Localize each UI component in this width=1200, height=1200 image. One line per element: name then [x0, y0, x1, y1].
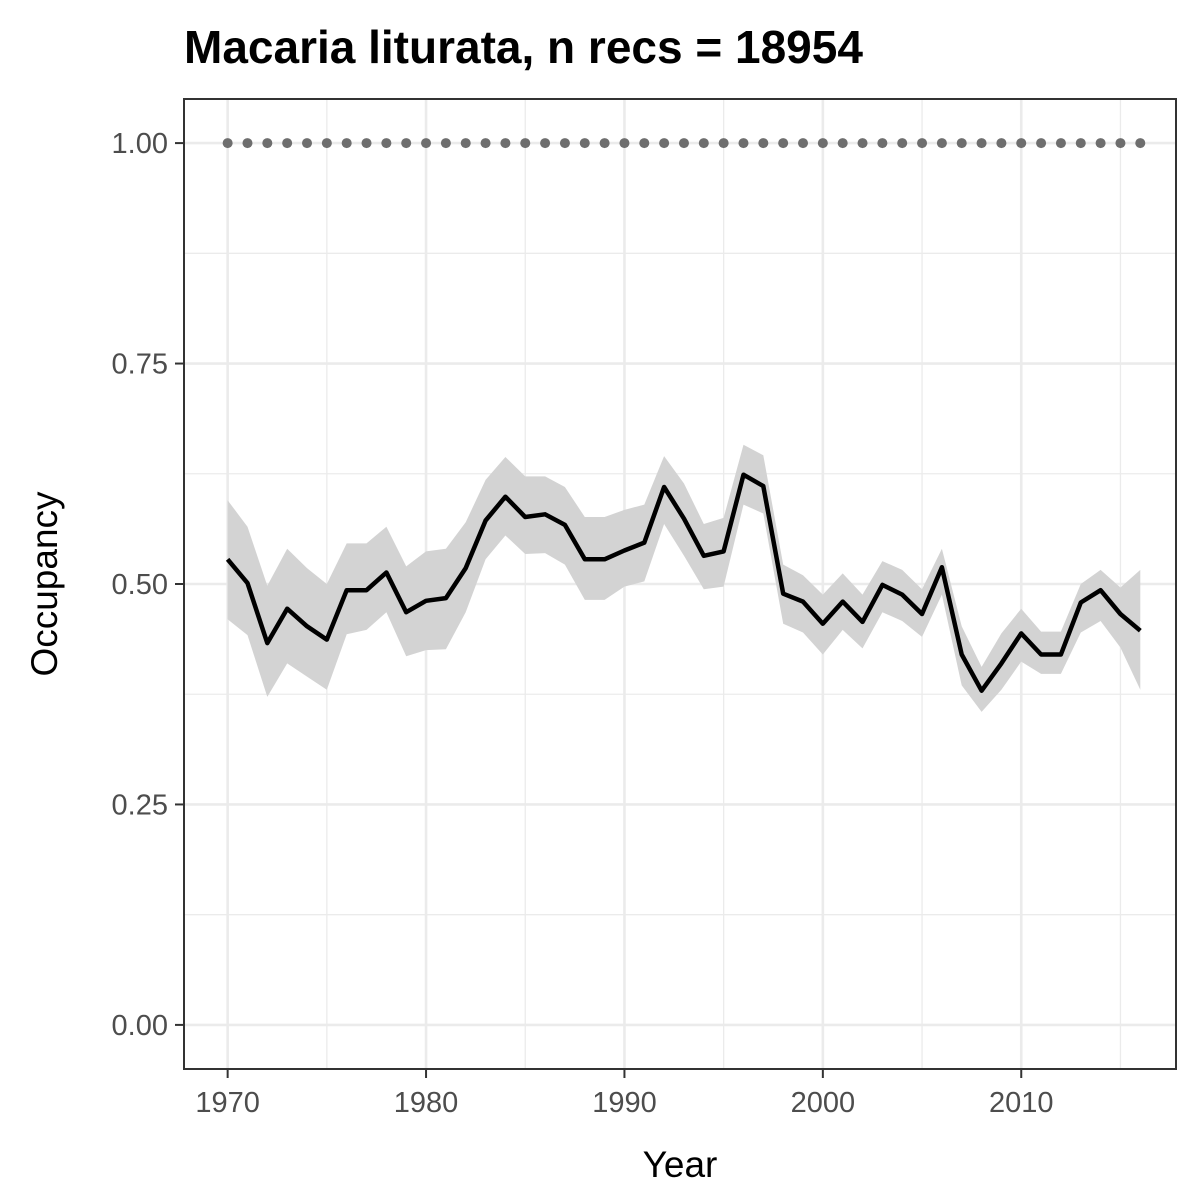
occupancy-line [225, 472, 1142, 693]
rhat-point [897, 138, 908, 149]
rhat-point [321, 138, 332, 149]
rhat-point [262, 138, 273, 149]
x-axis-title: Year [643, 1144, 718, 1185]
rhat-point [976, 138, 987, 149]
rhat-point [917, 138, 928, 149]
rhat-point [718, 138, 729, 149]
chart-title: Macaria liturata, n recs = 18954 [184, 21, 863, 73]
rhat-point [1075, 138, 1086, 149]
y-tick-label: 0.00 [112, 1010, 168, 1042]
rhat-point [540, 138, 551, 149]
rhat-point [460, 138, 471, 149]
x-tick-label: 1990 [592, 1087, 657, 1119]
rhat-point [619, 138, 630, 149]
y-tick-label: 1.00 [112, 128, 168, 160]
x-tick-label: 2000 [791, 1087, 856, 1119]
rhat-point [659, 138, 670, 149]
rhat-point [1115, 138, 1126, 149]
rhat-point [877, 138, 888, 149]
rhat-point [1095, 138, 1106, 149]
rhat-point [738, 138, 749, 149]
y-tick-label: 0.75 [112, 349, 168, 381]
rhat-point [222, 138, 233, 149]
rhat-point [936, 138, 947, 149]
rhat-point [520, 138, 531, 149]
rhat-point [857, 138, 868, 149]
rhat-point [500, 138, 511, 149]
x-tick-label: 1970 [195, 1087, 260, 1119]
rhat-point [996, 138, 1007, 149]
rhat-point [1055, 138, 1066, 149]
rhat-point [639, 138, 650, 149]
x-tick-label: 1980 [394, 1087, 459, 1119]
x-axis: 1970 1980 1990 2000 2010 [195, 1069, 1054, 1119]
rhat-point [302, 138, 313, 149]
rhat-point [242, 138, 253, 149]
rhat-point [1036, 138, 1047, 149]
rhat-point [361, 138, 372, 149]
rhat-point [381, 138, 392, 149]
rhat-point [282, 138, 293, 149]
rhat-point [440, 138, 451, 149]
rhat-point [758, 138, 769, 149]
y-axis: 0.00 0.25 0.50 0.75 1.00 [112, 128, 184, 1042]
rhat-point [341, 138, 352, 149]
rhat-point [1016, 138, 1027, 149]
rhat-point [480, 138, 491, 149]
rhat-point [956, 138, 967, 149]
rhat-point [599, 138, 610, 149]
x-tick-label: 2010 [989, 1087, 1054, 1119]
rhat-points [222, 138, 1146, 149]
rhat-point [817, 138, 828, 149]
y-tick-label: 0.25 [112, 789, 168, 821]
rhat-point [421, 138, 432, 149]
rhat-point [401, 138, 412, 149]
y-axis-title: Occupancy [24, 491, 65, 677]
rhat-point [698, 138, 709, 149]
rhat-point [837, 138, 848, 149]
rhat-point [678, 138, 689, 149]
rhat-point [579, 138, 590, 149]
rhat-point [798, 138, 809, 149]
confidence-band [227, 444, 1141, 712]
y-tick-label: 0.50 [112, 569, 168, 601]
rhat-point [1135, 138, 1146, 149]
rhat-point [778, 138, 789, 149]
rhat-point [559, 138, 570, 149]
